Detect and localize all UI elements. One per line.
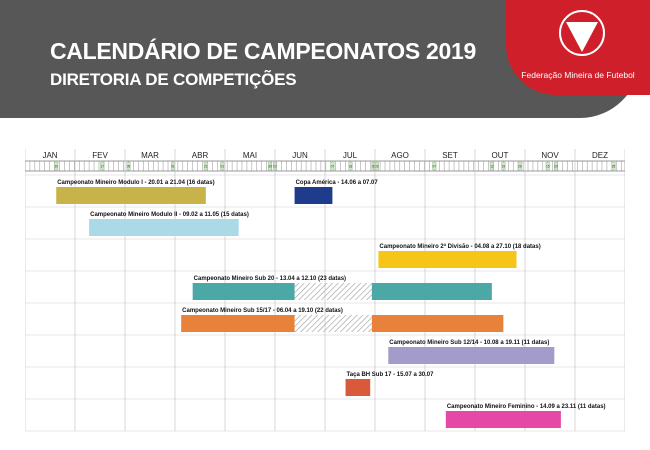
highlighted-day-label: 25 [612,164,616,168]
highlighted-day [432,161,437,171]
highlighted-day [267,161,272,171]
highlighted-day [126,161,131,171]
month-label: DEZ [592,151,608,160]
championship-bar [181,315,295,332]
highlighted-day-label: 29 [518,164,522,168]
fmf-logo: FMF Federação Mineira de Futebol [506,0,650,95]
highlighted-day [517,161,522,171]
month-label: ABR [192,151,209,160]
highlighted-day-label: 12 [490,164,494,168]
championship-bar [294,187,333,204]
championship-bar [192,283,295,300]
month-label: SET [442,151,458,160]
logo-name: Federação Mineira de Futebol [521,70,635,80]
championship-pause [294,283,372,300]
highlighted-day [330,161,335,171]
logo-acronym: FMF [570,13,594,25]
highlighted-day-label: 21 [204,164,208,168]
championship-bar [388,347,555,364]
championship-bar [445,411,561,428]
highlighted-day [348,161,353,171]
highlighted-day-label: 01 [171,164,175,168]
championship-label: Campeonato Mineiro Sub 15/17 - 06.04 a 1… [182,308,343,314]
month-label: AGO [391,151,409,160]
highlighted-day [54,161,59,171]
fmf-emblem-icon [559,10,605,56]
highlighted-day-label: 30 [268,164,272,168]
highlighted-day-label: 01 [220,164,224,168]
month-label: FEV [92,151,108,160]
month-label: NOV [541,151,559,160]
championship-label: Campeonato Mineiro Modulo II - 09.02 a 1… [90,212,249,218]
championship-pause [294,315,372,332]
highlighted-day [611,161,616,171]
championship-bar [378,251,517,268]
championship-label: Copa América - 14.06 a 07.07 [296,180,379,186]
highlighted-day-label: 18 [349,164,353,168]
highlighted-day [545,161,550,171]
month-label: MAI [243,151,257,160]
championship-bar [345,379,371,396]
championship-label: Campeonato Mineiro 2ª Divisão - 04.08 a … [379,243,540,250]
month-label: JUN [292,151,308,160]
highlighted-day-label: 19 [502,164,506,168]
championship-bar [56,187,206,204]
championship-label: Campeonato Mineiro Modulo I - 20.01 a 21… [57,180,214,186]
highlighted-day-label: 17 [100,164,104,168]
highlighted-day [100,161,105,171]
highlighted-day [489,161,494,171]
month-label: JAN [42,151,57,160]
highlighted-day [203,161,208,171]
championship-label: Campeonato Mineiro Sub 20 - 13.04 a 12.1… [194,276,346,282]
championship-bar [89,219,239,236]
championship-bar [371,283,492,300]
calendar-chart: JAN FEV MAR ABR MAI JUN JUL AGO SET OUT NOV DEZ 20 17… [25,149,625,432]
championship-bar [371,315,504,332]
page-title: CALENDÁRIO DE CAMPEONATOS 2019 [50,38,476,64]
highlighted-day-label: 20 [554,164,558,168]
highlighted-day-label: 07 [433,164,437,168]
highlighted-day-label: 07 [331,164,335,168]
highlighted-day [501,161,506,171]
highlighted-day-label: 20 [54,164,58,168]
highlighted-day [554,161,558,171]
page-subtitle: DIRETORIA DE COMPETIÇÕES [50,70,297,89]
month-label: OUT [492,151,509,160]
month-label: MAR [141,151,159,160]
championship-label: Campeonato Mineiro Sub 12/14 - 10.08 a 1… [389,340,549,346]
month-label: JUL [343,151,358,160]
highlighted-day [220,161,225,171]
championship-label: Campeonato Mineiro Feminino - 14.09 a 23… [447,404,606,410]
highlighted-day-label: 03 [375,164,379,168]
highlighted-day-label: 05 [127,164,131,168]
championship-label: Taça BH Sub 17 - 15.07 a 30.07 [347,372,435,378]
highlighted-day-label: 15 [546,164,550,168]
